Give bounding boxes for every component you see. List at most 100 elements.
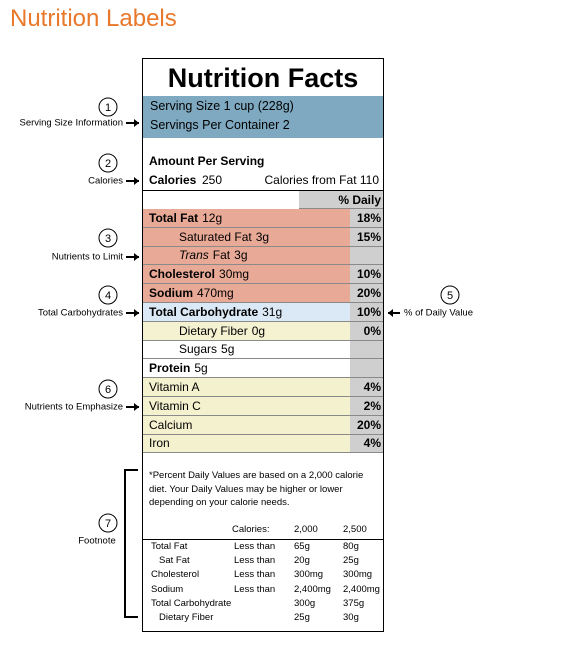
daily-value-header: % Daily Value* [299,191,383,225]
annotation-text: Calories [88,176,123,187]
calories-from-fat: Calories from Fat 110 [264,173,380,187]
nutrient-name: Total Carbohydrate [149,304,259,319]
nutrient-amount: 12g [202,210,223,225]
daily-value: 10% [356,267,381,282]
arrow-head [134,119,139,127]
nutrient-row: Total Carbohydrate 31g 10% [143,303,383,322]
daily-value: 0% [363,323,381,338]
annotation-text: % of Daily Value [404,308,473,319]
nutrient-cell: Sugars 5g [143,340,350,360]
daily-value-cell: 10% [350,303,383,322]
annotation-number: 7 [105,518,111,530]
daily-value: 10% [356,304,381,319]
daily-value: 15% [356,229,381,244]
table-qualifier: Less than [234,541,276,552]
annotation-number: 1 [105,102,111,114]
annotation-circle [98,153,118,173]
nutrient-amount: 3g [234,248,248,263]
nutrient-name: Saturated Fat [179,229,252,244]
annotation-text: Footnote [78,536,116,547]
nutrient-row: Total Fat 12g 18% [143,209,383,228]
daily-value-cell: 4% [350,378,383,397]
table-row-name: Total Fat [151,541,188,552]
nutrient-amount: 31g [262,304,283,319]
table-row-name: Cholesterol [151,569,200,581]
daily-value-cell: 15% [350,227,383,247]
table-value: 300g [294,597,316,609]
nutrient-row: Sugars 5g [143,340,383,360]
table-columns-label: Calories: [232,524,270,535]
arrow-head [134,177,139,185]
annotation-number: 6 [105,384,111,396]
annotation-number: 5 [447,290,453,302]
nutrient-row: Vitamin A 4% [143,378,383,397]
daily-value-cell: 4% [350,434,383,454]
table-value: 300mg [343,569,373,581]
nutrient-row: Vitamin C 2% [143,397,383,416]
table-column: 2,000 [294,524,318,535]
nutrient-name: Dietary Fiber [179,323,248,338]
nutrient-cell: Trans Fat 3g [143,246,350,266]
table-row-name: Sodium [151,583,184,595]
daily-value: 2% [363,398,381,413]
nutrient-cell: Calcium [143,415,350,435]
nutrient-cell: Saturated Fat 3g [143,227,350,247]
nutrient-row: Sodium 470mg 20% [143,284,383,303]
table-row-name: Dietary Fiber [159,612,214,623]
table-value: 2,400mg [343,583,380,595]
nutrient-name: Calcium [149,417,193,432]
nutrient-cell: Vitamin A [143,378,350,397]
servings-per-container: Servings Per Container 2 [150,118,290,132]
nutrient-cell: Dietary Fiber 0g [143,321,350,341]
nutrient-name: Fat [212,248,231,263]
annotation-circle [440,285,460,305]
daily-value-cell: 2% [350,397,383,416]
daily-value-cell: 20% [350,284,383,303]
nutrient-italic: Trans [179,248,209,263]
nutrient-name: Vitamin A [149,380,200,395]
table-value: 65g [294,541,310,552]
arrow-head [388,309,393,317]
table-value: 20g [294,555,310,567]
daily-value: 18% [356,210,381,225]
daily-value: 4% [363,436,381,451]
annotation-text: Nutrients to Limit [52,252,124,263]
table-value: 25g [294,612,310,623]
nutrient-amount: 3g [255,229,270,244]
nutrient-cell: Total Carbohydrate 31g [143,303,350,322]
page-title: Nutrition Labels [10,5,177,32]
nutrient-cell: Vitamin C [143,397,350,416]
nutrient-amount: 0g [251,323,266,338]
daily-value-cell [350,246,383,266]
nutrient-name: Protein [149,361,191,376]
nutrient-cell: Sodium 470mg [143,284,350,303]
nutrient-amount: 30mg [219,267,250,282]
daily-value: 20% [356,286,381,301]
nutrient-row: Dietary Fiber 0g 0% [143,321,383,341]
arrow-head [134,309,139,317]
nutrient-row: Protein 5g [143,359,383,379]
table-row-name: Total Carbohydrate [151,597,232,609]
table-value: 25g [343,555,359,567]
nutrient-name: Cholesterol [149,267,216,282]
nutrient-row: Cholesterol 30mg 10% [143,265,383,285]
nutrition-label: Nutrition Facts Serving Size 1 cup (228g… [142,58,384,632]
daily-value: 4% [363,380,381,395]
table-qualifier: Less than [234,555,276,567]
table-value: 375g [343,597,365,609]
footnote: *Percent Daily Values are based on a 2,0… [149,470,364,508]
daily-value: 20% [356,417,381,432]
nutrient-row: Saturated Fat 3g 15% [143,227,383,247]
daily-value-cell [350,340,383,360]
nutrient-cell: Total Fat 12g [143,209,350,228]
nutrient-cell: Iron [143,434,350,454]
table-value: 2,400mg [294,583,331,595]
daily-value-cell: 0% [350,321,383,341]
annotation-circle [98,513,118,533]
nutrient-amount: 470mg [197,286,234,301]
nutrient-name: Sugars [179,342,218,357]
nutrient-name: Vitamin C [149,398,201,413]
calories-amount: 250 [202,173,223,187]
table-value: 80g [343,541,359,552]
